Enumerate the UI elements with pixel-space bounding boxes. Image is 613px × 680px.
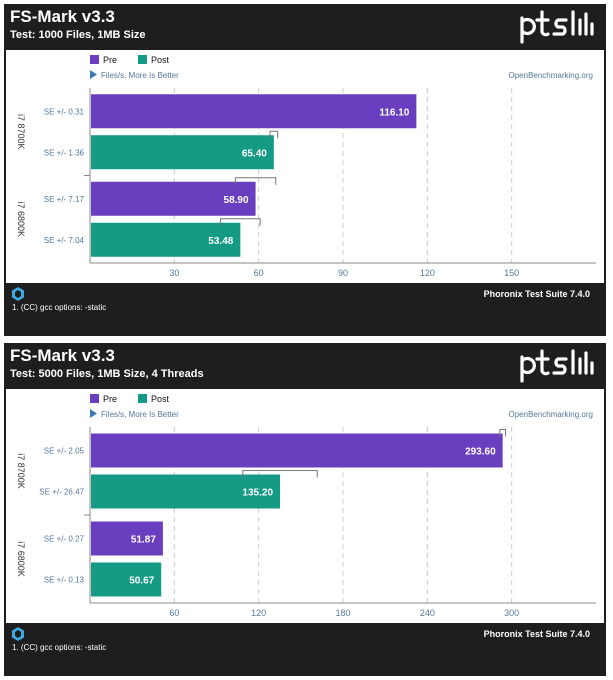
legend-label-pre: Pre bbox=[103, 55, 117, 65]
bar-value-label: 58.90 bbox=[224, 195, 249, 206]
chart-panel-2: FS-Mark v3.3 Test: 5000 Files, 1MB Size,… bbox=[4, 343, 606, 676]
se-label: SE +/- 0.13 bbox=[44, 576, 85, 585]
chart-title: FS-Mark v3.3 bbox=[10, 346, 115, 365]
bar-value-label: 293.60 bbox=[465, 447, 496, 458]
error-bar bbox=[220, 218, 261, 226]
direction-arrow-icon bbox=[90, 70, 97, 79]
bar-value-label: 65.40 bbox=[242, 148, 267, 159]
pts-logo-icon bbox=[520, 10, 594, 44]
bar-value-label: 135.20 bbox=[242, 488, 273, 499]
metric-label: Files/s, More Is Better bbox=[101, 410, 179, 419]
bar-value-label: 50.67 bbox=[129, 576, 154, 587]
bar-chart-2: Pre Post Files/s, More Is Better OpenBenchm… bbox=[16, 394, 596, 618]
chart-footnote: 1. (CC) gcc options: -static bbox=[12, 643, 107, 652]
bar-post bbox=[91, 135, 274, 170]
se-label: SE +/- 0.27 bbox=[44, 535, 85, 544]
legend-label-pre: Pre bbox=[103, 394, 117, 404]
chart-footer: Phoronix Test Suite 7.4.0 bbox=[483, 289, 590, 299]
chart-footer: Phoronix Test Suite 7.4.0 bbox=[483, 629, 590, 639]
bar-post bbox=[91, 474, 281, 509]
x-tick-label: 240 bbox=[420, 608, 435, 618]
bar-post bbox=[91, 222, 241, 257]
chart-panel-1: FS-Mark v3.3 Test: 1000 Files, 1MB Size … bbox=[4, 4, 606, 336]
x-tick-label: 180 bbox=[335, 608, 350, 618]
openbenchmarking-icon bbox=[12, 287, 24, 301]
error-bar bbox=[269, 130, 279, 139]
error-bar bbox=[242, 470, 318, 478]
se-label: SE +/- 7.17 bbox=[44, 195, 85, 204]
legend-swatch-post bbox=[138, 55, 147, 64]
group-label: i7 8700K bbox=[16, 114, 26, 150]
se-label: SE +/- 7.04 bbox=[44, 236, 85, 245]
pts-logo-icon bbox=[520, 349, 594, 383]
legend-label-post: Post bbox=[151, 55, 170, 65]
x-tick-label: 300 bbox=[504, 608, 519, 618]
site-label: OpenBenchmarking.org bbox=[509, 71, 594, 80]
se-label: SE +/- 1.36 bbox=[44, 148, 85, 157]
bar-pre bbox=[91, 433, 503, 468]
bar-value-label: 116.10 bbox=[379, 107, 409, 118]
bar-value-label: 53.48 bbox=[208, 236, 233, 247]
chart-subtitle: Test: 1000 Files, 1MB Size bbox=[10, 29, 146, 41]
legend-swatch-pre bbox=[90, 394, 99, 403]
bar-pre bbox=[91, 181, 256, 216]
direction-arrow-icon bbox=[90, 409, 97, 418]
se-label: SE +/- 2.05 bbox=[44, 447, 85, 456]
chart-title: FS-Mark v3.3 bbox=[10, 7, 115, 26]
bar-chart-1: Pre Post Files/s, More Is Better OpenBenchm… bbox=[16, 55, 596, 278]
bar-pre bbox=[91, 94, 417, 129]
x-tick-label: 90 bbox=[338, 268, 348, 278]
se-label: SE +/- 26.47 bbox=[39, 488, 84, 497]
openbenchmarking-icon bbox=[12, 627, 24, 641]
plot-area: Pre Post Files/s, More Is Better OpenBenchm… bbox=[6, 50, 604, 283]
plot-area: Pre Post Files/s, More Is Better OpenBenchm… bbox=[6, 389, 604, 623]
bar-value-label: 51.87 bbox=[131, 535, 156, 546]
chart-subtitle: Test: 5000 Files, 1MB Size, 4 Threads bbox=[10, 368, 204, 380]
legend-swatch-post bbox=[138, 394, 147, 403]
x-tick-label: 30 bbox=[169, 268, 179, 278]
error-bar bbox=[234, 177, 277, 185]
bar-pre bbox=[91, 521, 163, 556]
error-bar bbox=[499, 429, 507, 437]
x-tick-label: 150 bbox=[504, 268, 519, 278]
bar-post bbox=[91, 562, 162, 597]
group-label: i7 8700K bbox=[16, 453, 26, 489]
group-label: i7 6800K bbox=[16, 541, 26, 577]
site-label: OpenBenchmarking.org bbox=[509, 410, 594, 419]
x-tick-label: 120 bbox=[420, 268, 435, 278]
x-tick-label: 60 bbox=[254, 268, 264, 278]
x-tick-label: 60 bbox=[169, 608, 179, 618]
x-tick-label: 120 bbox=[251, 608, 266, 618]
group-label: i7 6800K bbox=[16, 201, 26, 237]
chart-footnote: 1. (CC) gcc options: -static bbox=[12, 303, 107, 312]
legend-label-post: Post bbox=[151, 394, 170, 404]
legend-swatch-pre bbox=[90, 55, 99, 64]
metric-label: Files/s, More Is Better bbox=[101, 71, 179, 80]
se-label: SE +/- 0.31 bbox=[44, 107, 85, 116]
